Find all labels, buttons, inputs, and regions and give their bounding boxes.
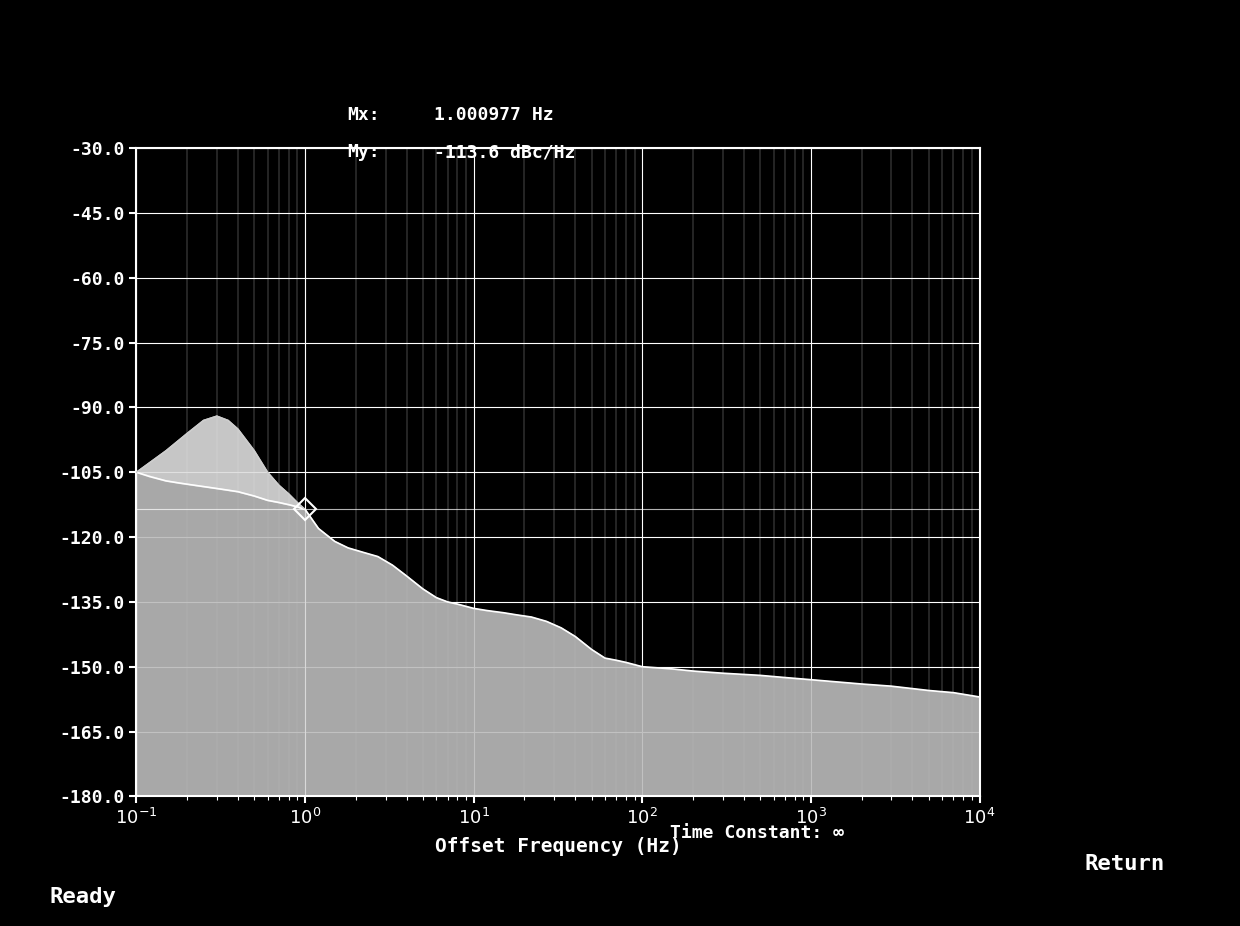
Text: 1.000977 Hz: 1.000977 Hz	[434, 106, 553, 124]
Polygon shape	[136, 416, 305, 509]
X-axis label: Offset Frequency (Hz): Offset Frequency (Hz)	[435, 836, 681, 856]
Text: Mx:: Mx:	[347, 106, 379, 124]
Text: Ready: Ready	[50, 887, 117, 907]
Text: Time Constant: ∞: Time Constant: ∞	[670, 824, 843, 842]
Text: Return: Return	[1085, 855, 1166, 874]
Text: My:: My:	[347, 144, 379, 161]
Text: -113.6 dBc/Hz: -113.6 dBc/Hz	[434, 144, 575, 161]
